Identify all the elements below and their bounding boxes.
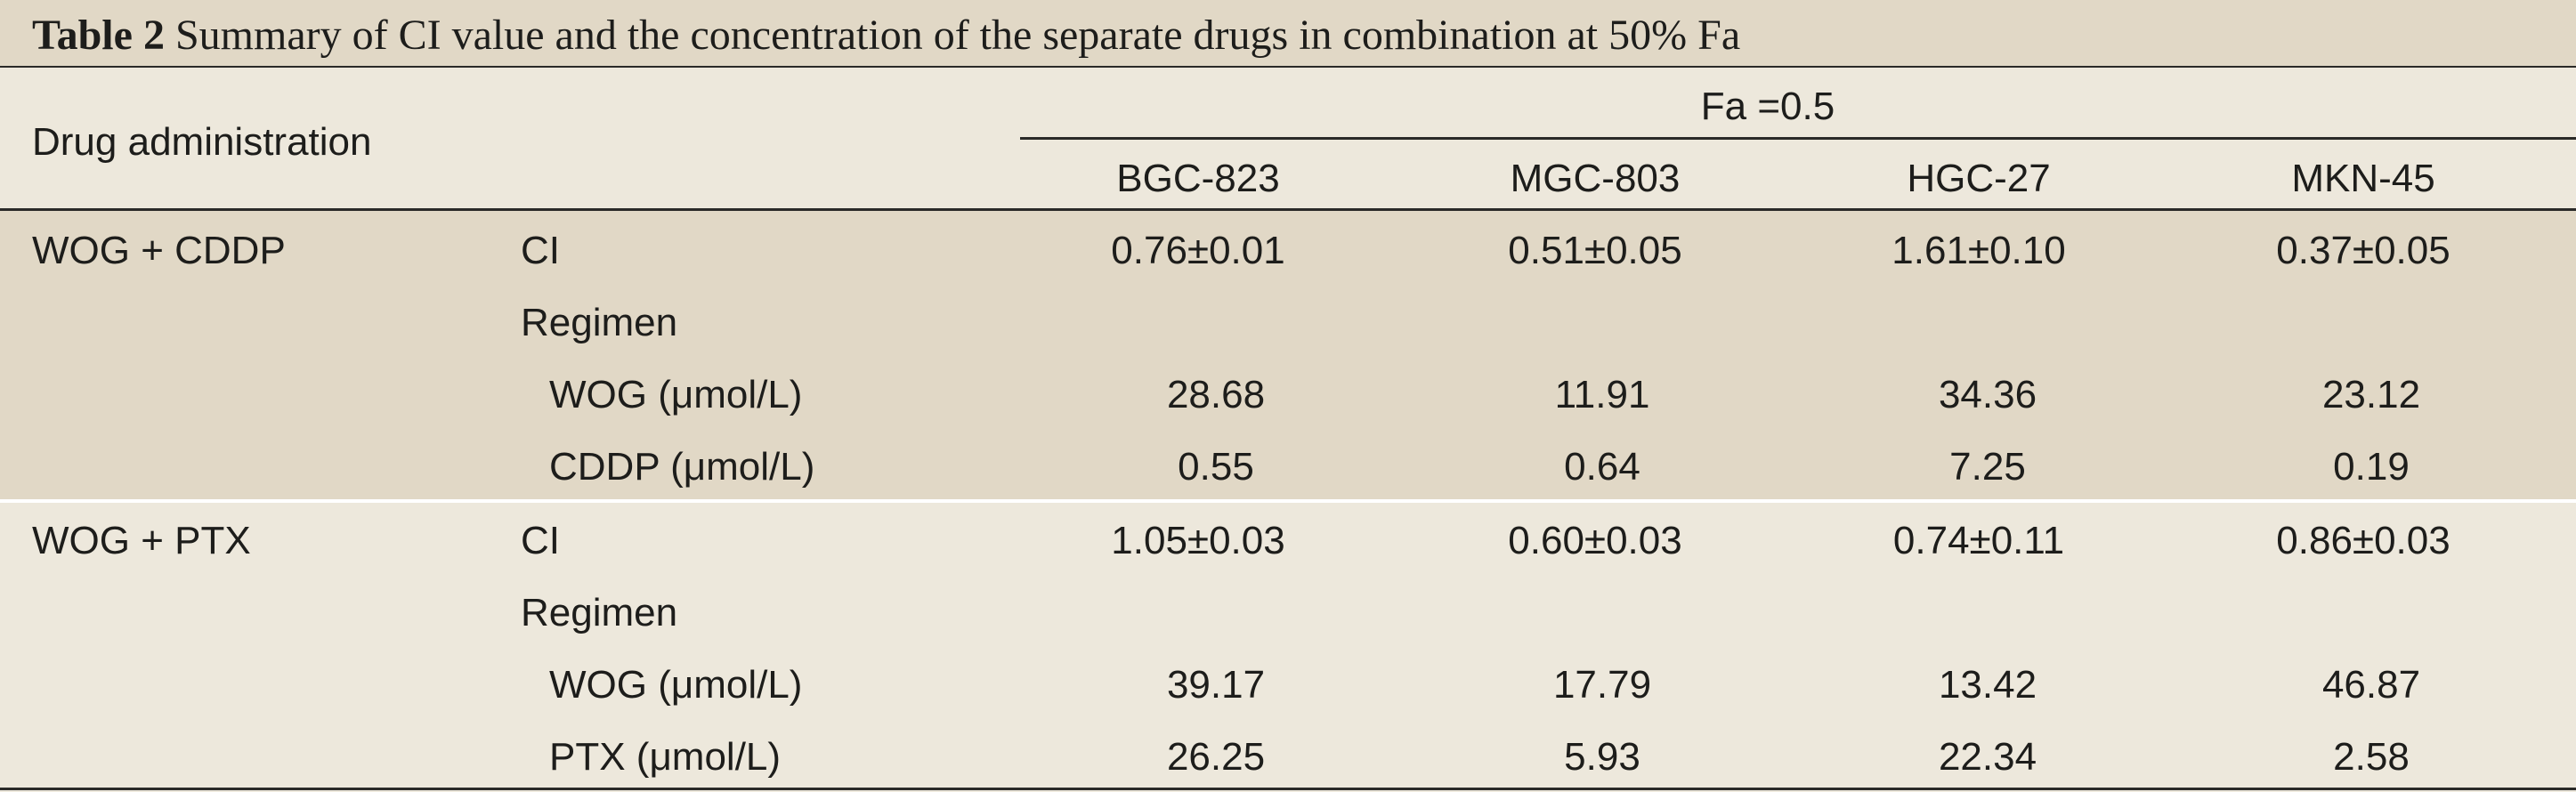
header-col-mkn-45: MKN-45 [2291,157,2435,200]
table-cell: 22.34 [1938,735,2037,779]
table-cell: 26.25 [1166,735,1266,779]
table-cell: 34.36 [1938,373,2037,416]
drug2-label: CDDP (μmol/L) [549,445,815,489]
table-cell: 46.87 [2321,663,2421,707]
table-cell: 0.19 [2333,445,2410,489]
header-rule [0,208,2576,211]
fa-group-underline [1020,137,2576,140]
bottom-rule [0,788,2576,790]
table-caption: Table 2 Summary of CI value and the conc… [32,11,1740,61]
table-cell: 0.60±0.03 [1508,519,1682,562]
group-name: WOG + CDDP [32,229,286,272]
ci-label: CI [521,519,560,562]
table-cell: 7.25 [1949,445,2026,489]
drug2-label: PTX (μmol/L) [549,735,782,779]
table-cell: 13.42 [1938,663,2037,707]
group-band-wog-ptx [0,503,2576,788]
table-caption-bar [0,0,2576,68]
group-divider [0,499,2576,503]
table-cell: 17.79 [1552,663,1652,707]
header-col-bgc-823: BGC-823 [1116,157,1280,200]
group-band-wog-cddp [0,211,2576,499]
regimen-label: Regimen [521,591,678,634]
header-drug-administration: Drug administration [32,120,372,164]
header-fa-group: Fa =0.5 [1700,85,1835,128]
table-cell: 0.74±0.11 [1892,519,2065,562]
ci-label: CI [521,229,560,272]
drug1-label: WOG (μmol/L) [549,663,803,707]
table-cell: 5.93 [1564,735,1640,779]
table-cell: 23.12 [2321,373,2421,416]
table-cell: 1.61±0.10 [1891,229,2066,272]
top-rule [0,66,2576,69]
table-caption-text: Summary of CI value and the concentratio… [174,12,1741,59]
regimen-label: Regimen [521,301,678,344]
group-name: WOG + PTX [32,519,251,562]
table-cell: 1.05±0.03 [1111,519,1285,562]
table-cell: 0.64 [1564,445,1640,489]
header-col-mgc-803: MGC-803 [1510,157,1681,200]
table-caption-label: Table 2 [32,12,165,59]
table-cell: 0.51±0.05 [1508,229,1682,272]
table-cell: 0.86±0.03 [2276,519,2450,562]
table-cell: 39.17 [1166,663,1266,707]
table-cell: 11.91 [1554,373,1650,416]
drug1-label: WOG (μmol/L) [549,373,803,416]
table-cell: 28.68 [1166,373,1266,416]
table-cell: 0.55 [1178,445,1254,489]
header-col-hgc-27: HGC-27 [1907,157,2051,200]
table-cell: 0.37±0.05 [2276,229,2450,272]
table-cell: 2.58 [2333,735,2410,779]
table-cell: 0.76±0.01 [1111,229,1285,272]
